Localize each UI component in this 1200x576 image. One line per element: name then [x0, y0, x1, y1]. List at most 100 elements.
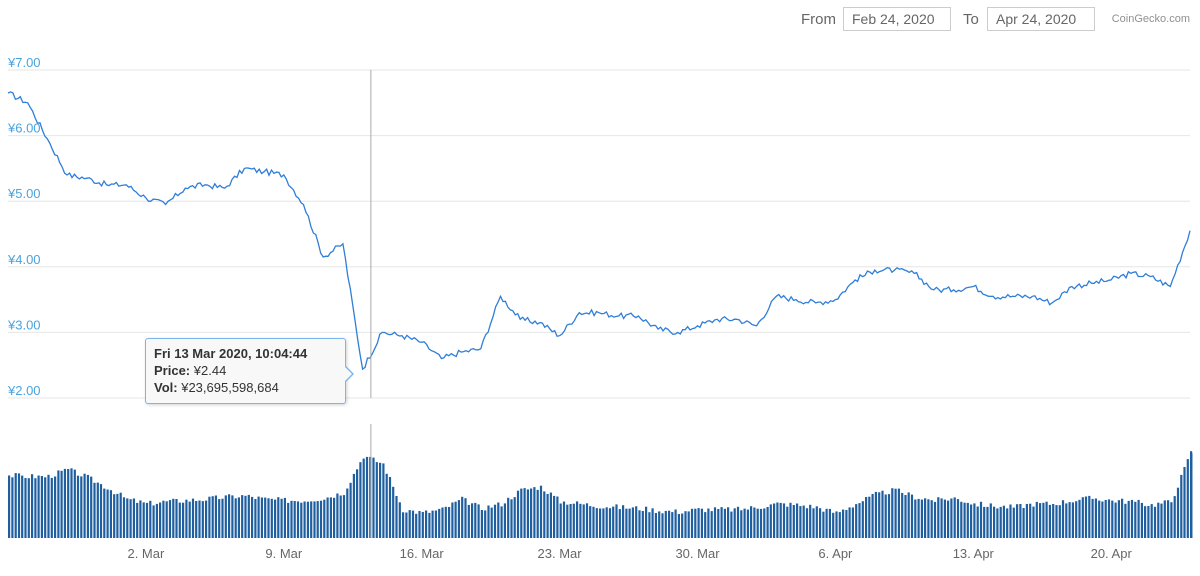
volume-bar [881, 490, 884, 538]
volume-bar [1042, 502, 1045, 538]
volume-bar [487, 505, 490, 538]
tooltip-price-value: ¥2.44 [193, 363, 227, 378]
volume-bar [815, 506, 818, 538]
x-tick-label: 13. Apr [953, 546, 995, 561]
volume-bar [336, 493, 339, 538]
from-label: From [801, 11, 836, 28]
volume-bar [736, 506, 740, 538]
volume-bar [471, 503, 474, 538]
volume-bar [316, 501, 319, 538]
tooltip-price-label: Price: [154, 363, 191, 378]
volume-bar [835, 511, 838, 538]
volume-bar [661, 513, 664, 538]
volume-bar [106, 489, 109, 538]
volume-bar [484, 510, 487, 538]
volume-bar [740, 510, 743, 538]
volume-bar [313, 501, 316, 538]
volume-bar [976, 506, 979, 538]
volume-bar [773, 503, 776, 538]
volume-bar [858, 503, 861, 538]
volume-bar [490, 507, 493, 538]
volume-bar [260, 497, 263, 538]
volume-bar [1012, 507, 1015, 538]
volume-bar [700, 508, 703, 538]
volume-bar [907, 492, 910, 538]
volume-bar [819, 508, 822, 538]
volume-bar [674, 509, 677, 538]
date-range-bar: From Feb 24, 2020 To Apr 24, 2020 CoinGe… [0, 7, 1200, 33]
volume-bar [218, 499, 221, 538]
volume-bar [464, 498, 467, 538]
volume-bar [530, 488, 533, 538]
coingecko-credit-link[interactable]: CoinGecko.com [1111, 13, 1190, 25]
volume-bar [868, 496, 871, 538]
volume-bar [933, 501, 937, 538]
volume-bar [47, 474, 50, 538]
volume-bar [398, 502, 401, 538]
volume-bar [365, 456, 369, 538]
volume-bar [822, 511, 825, 538]
volume-bar [776, 502, 779, 538]
volume-bar [392, 486, 395, 538]
volume-bar [697, 508, 700, 538]
volume-bar [280, 498, 283, 538]
volume-bar [405, 512, 408, 538]
x-tick-label: 30. Mar [675, 546, 720, 561]
volume-bar [67, 469, 70, 538]
volume-bar [566, 504, 569, 538]
volume-bar [425, 510, 428, 538]
volume-bar [185, 499, 188, 538]
volume-bar [615, 504, 618, 538]
volume-bar [76, 475, 80, 538]
volume-bar [172, 498, 175, 538]
volume-bar [159, 502, 162, 538]
volume-bar [11, 477, 14, 538]
volume-bar [825, 508, 828, 538]
volume-bar [677, 514, 680, 538]
volume-bar [247, 494, 250, 538]
to-date-input[interactable]: Apr 24, 2020 [987, 7, 1095, 31]
volume-bar [720, 507, 723, 538]
volume-bar [385, 473, 388, 538]
volume-bar [205, 500, 208, 538]
volume-bar [956, 499, 960, 538]
volume-bar [34, 478, 37, 538]
volume-bar [648, 512, 651, 538]
volume-bar [372, 457, 375, 538]
volume-bar [162, 500, 165, 538]
volume-bar [296, 501, 300, 538]
volume-bar [960, 501, 963, 538]
volume-bar [782, 503, 786, 538]
volume-bar [694, 508, 697, 538]
volume-bar [592, 506, 595, 538]
volume-bar [1048, 504, 1051, 538]
volume-bar [901, 492, 904, 538]
volume-bar [654, 513, 657, 538]
volume-bar [388, 477, 392, 538]
volume-bar [1147, 506, 1150, 538]
volume-bar [861, 501, 864, 538]
volume-bar [339, 495, 342, 538]
volume-bar [513, 497, 516, 538]
volume-bar [684, 511, 687, 538]
volume-bar [786, 506, 789, 538]
volume-bar [917, 498, 920, 538]
volume-bar [411, 510, 415, 538]
volume-bar [602, 508, 605, 538]
volume-bar [444, 506, 447, 538]
volume-bar [356, 469, 359, 538]
volume-bar [940, 498, 943, 538]
volume-bar [1039, 503, 1042, 538]
volume-bar [638, 510, 641, 538]
volume-bar [687, 511, 690, 538]
volume-bar [50, 477, 53, 538]
volume-bar [536, 489, 539, 538]
volume-bar [1170, 502, 1173, 538]
volume-bar [497, 502, 500, 538]
volume-bar [756, 508, 759, 538]
volume-bar [454, 501, 457, 538]
volume-bar [14, 473, 17, 538]
volume-bar [241, 495, 244, 538]
from-date-input[interactable]: Feb 24, 2020 [843, 7, 951, 31]
